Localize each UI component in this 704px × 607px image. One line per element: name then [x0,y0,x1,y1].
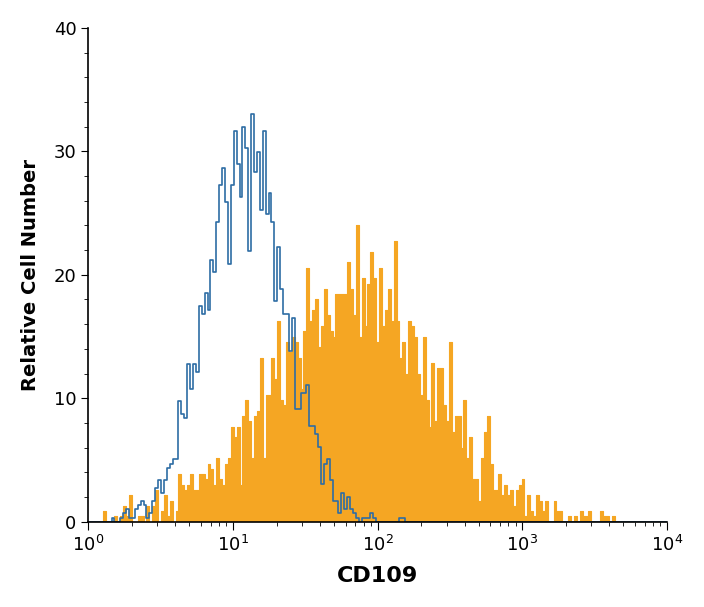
Y-axis label: Relative Cell Number: Relative Cell Number [21,159,40,391]
X-axis label: CD109: CD109 [337,566,418,586]
